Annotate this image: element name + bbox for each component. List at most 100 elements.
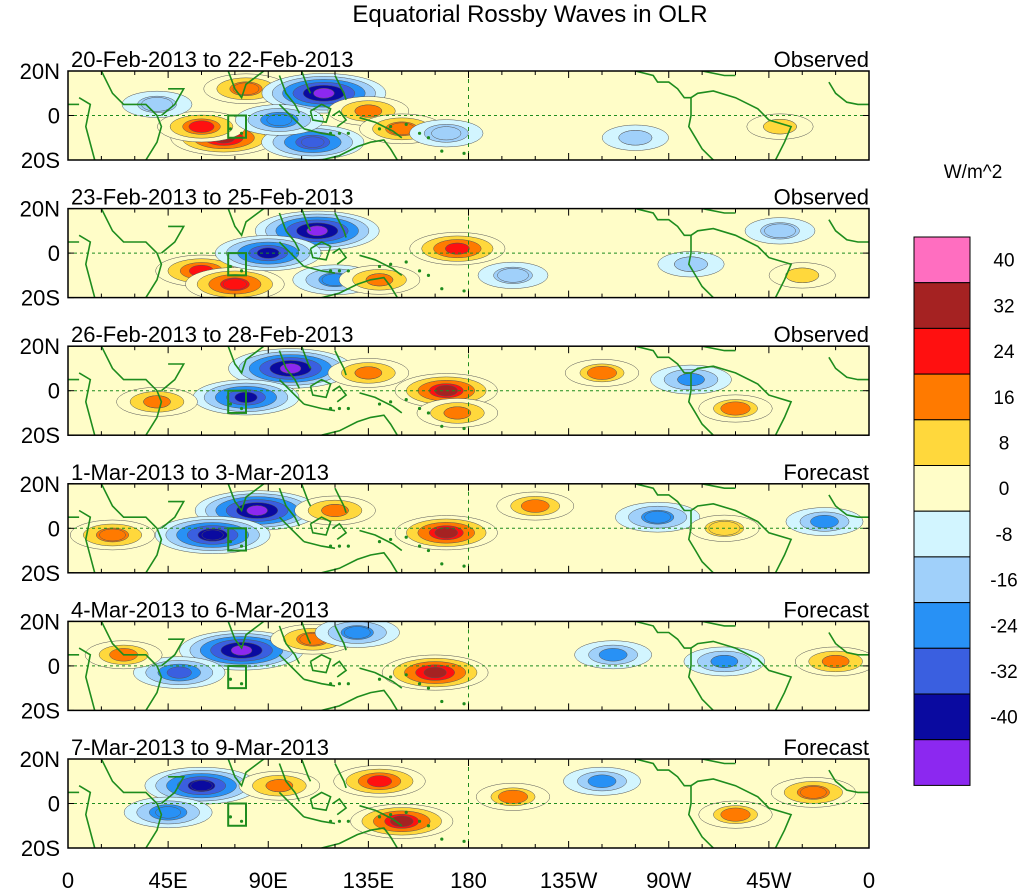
coastline (334, 625, 347, 651)
coastline (828, 494, 869, 518)
colorbar-label: -32 (990, 662, 1017, 683)
contour-band (618, 130, 653, 146)
anomaly-feature (70, 519, 155, 551)
island (328, 544, 333, 548)
contour-band (720, 807, 751, 822)
contour-band (810, 514, 839, 529)
panel-date-range: 26-Feb-2013 to 28-Feb-2013 (71, 322, 354, 347)
coastline (321, 414, 398, 436)
island (239, 131, 244, 135)
lat-label: 20S (21, 286, 60, 311)
colorbar-label: 0 (999, 479, 1010, 500)
coastline (300, 759, 312, 782)
contour-band (313, 88, 335, 99)
island (328, 269, 333, 273)
anomaly-feature (574, 640, 652, 670)
coastline (332, 385, 348, 403)
contour-band (301, 136, 325, 148)
lon-label: 45W (746, 868, 791, 890)
island (239, 682, 244, 686)
panel: 20N 0 20S 26-Feb-2013 to 28-Feb-2013 Observe… (20, 322, 870, 448)
coastline (359, 804, 403, 827)
panel-kind: Forecast (783, 597, 869, 622)
coastline (334, 212, 347, 238)
lon-label: 45E (149, 868, 188, 890)
coastline (321, 551, 398, 573)
coastline (100, 759, 163, 848)
colorbar-swatch (913, 419, 971, 466)
contour-band (143, 395, 171, 409)
island (389, 125, 393, 129)
coastline (828, 632, 869, 656)
coastline (359, 529, 403, 552)
island (228, 264, 233, 269)
coastline (160, 88, 186, 117)
coastline (687, 510, 714, 573)
coastline (635, 759, 691, 787)
lat-label: 0 (48, 792, 60, 817)
coastline (687, 648, 714, 711)
panels: 20N 0 20S 20-Feb-2013 to 22-Feb-2013 Observe… (20, 47, 870, 861)
coastline (359, 116, 403, 139)
anomaly-feature (657, 251, 725, 278)
anomaly-feature (683, 646, 766, 677)
coastline (300, 483, 312, 507)
anomaly-feature (394, 515, 498, 551)
contour-band (390, 815, 414, 827)
colorbar-swatch (913, 510, 971, 558)
contour-band (354, 366, 383, 380)
island (417, 682, 422, 686)
anomaly-feature (615, 501, 701, 533)
panel-kind: Forecast (783, 735, 869, 760)
anomaly-feature (228, 348, 353, 389)
island (440, 837, 444, 841)
island (377, 815, 382, 819)
anomaly-feature (238, 770, 321, 801)
anomaly-feature (338, 265, 421, 295)
coastline (828, 219, 869, 243)
coastline (227, 759, 265, 788)
coastline (278, 350, 301, 389)
coastline (278, 625, 301, 665)
anomaly-feature (416, 398, 499, 428)
island (239, 269, 244, 273)
anomaly-field (123, 765, 856, 839)
coastline (332, 660, 348, 678)
anomaly-feature (235, 104, 324, 136)
contour-band (785, 267, 820, 283)
island (426, 273, 431, 277)
coastline (690, 90, 793, 160)
island (389, 675, 393, 679)
contour-band (587, 365, 617, 380)
coastlines (68, 71, 869, 160)
colorbar-swatch (913, 327, 971, 375)
island (239, 406, 244, 411)
island (228, 127, 233, 131)
coastline (227, 483, 265, 513)
colorbar-label: -24 (990, 616, 1018, 637)
anomaly-field (121, 73, 814, 160)
coastline (332, 797, 348, 816)
panel-date-range: 20-Feb-2013 to 22-Feb-2013 (71, 47, 354, 72)
coastline (321, 827, 398, 848)
island (346, 682, 350, 686)
colorbar-label: -40 (990, 708, 1017, 729)
lat-label: 20S (21, 148, 60, 173)
anomaly-feature (409, 232, 506, 266)
island (417, 819, 422, 823)
coastline (334, 487, 347, 513)
longitude-axis: 0 45E 90E 135E 180 135W 90W 45W 0 (62, 868, 875, 890)
lat-label: 20N (20, 334, 60, 359)
panel-date-range: 23-Feb-2013 to 25-Feb-2013 (71, 185, 354, 210)
panel-kind: Observed (774, 47, 869, 72)
anomaly-field (70, 490, 864, 554)
contour-band (190, 780, 213, 792)
coastline (690, 365, 793, 436)
contour-band (598, 648, 628, 662)
colorbar-swatch (913, 236, 971, 284)
lat-label: 20N (20, 609, 60, 634)
island (404, 122, 408, 126)
panel: 20N 0 20S 20-Feb-2013 to 22-Feb-2013 Observe… (20, 47, 870, 173)
panel-date-range: 4-Mar-2013 to 6-Mar-2013 (71, 597, 329, 622)
contour-band (434, 527, 458, 539)
